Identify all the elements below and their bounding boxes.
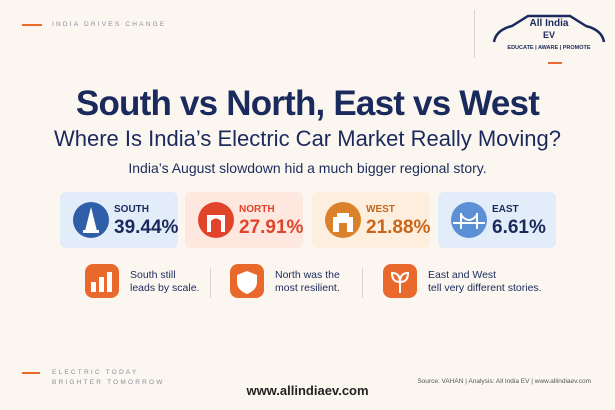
- region-name: WEST: [366, 204, 395, 215]
- region-icon: [451, 202, 487, 238]
- header-tagline: INDIA DRIVES CHANGE: [52, 21, 167, 28]
- logo-badge: EV: [542, 30, 555, 40]
- footer-source: Source: VAHAN | Analysis: All India EV |…: [417, 378, 591, 385]
- insight-text: North was the most resilient.: [275, 269, 340, 295]
- region-name: EAST: [492, 204, 519, 215]
- logo: All India EV EDUCATE | AWARE | PROMOTE: [488, 12, 610, 58]
- accent-line: [22, 24, 42, 26]
- footer-url: www.allindiaev.com: [246, 383, 369, 398]
- title: South vs North, East vs West: [75, 84, 540, 123]
- insight-icon: [85, 264, 119, 298]
- region-share: 39.44%: [114, 217, 179, 238]
- insight-icon: [383, 264, 417, 298]
- footer-tagline: ELECTRIC TODAY: [52, 369, 139, 376]
- insight-line: North was the: [275, 269, 340, 281]
- insight-line: most resilient.: [275, 282, 340, 294]
- region-name: SOUTH: [114, 204, 149, 215]
- insight-line: tell very different stories.: [428, 282, 542, 294]
- region-icon: [198, 202, 234, 238]
- region-share: 27.91%: [239, 217, 304, 238]
- region-card: EAST 6.61%: [438, 192, 556, 248]
- insight-text: South still leads by scale.: [130, 269, 199, 295]
- footer-tagline: BRIGHTER TOMORROW: [52, 379, 165, 386]
- region-name: NORTH: [239, 204, 275, 215]
- intro: India’s August slowdown hid a much bigge…: [128, 160, 487, 176]
- divider: [474, 10, 475, 58]
- region-icon: [73, 202, 109, 238]
- region-share: 21.88%: [366, 217, 431, 238]
- insight-line: South still: [130, 269, 176, 281]
- insight-icon: [230, 264, 264, 298]
- divider: [210, 268, 211, 298]
- accent-line: [22, 372, 40, 374]
- divider: [362, 268, 363, 298]
- region-card: NORTH 27.91%: [185, 192, 303, 248]
- insight-text: East and West tell very different stories…: [428, 269, 542, 295]
- region-card: SOUTH 39.44%: [60, 192, 178, 248]
- region-icon: [325, 202, 361, 238]
- logo-name: All India: [529, 18, 569, 29]
- subtitle: Where Is India’s Electric Car Market Rea…: [54, 126, 561, 151]
- logo-car: [492, 14, 606, 43]
- region-share: 6.61%: [492, 217, 546, 238]
- logo-motto: EDUCATE | AWARE | PROMOTE: [507, 45, 591, 51]
- insight-line: East and West: [428, 269, 497, 281]
- region-card: WEST 21.88%: [312, 192, 430, 248]
- insight-line: leads by scale.: [130, 282, 200, 294]
- accent-line: [548, 62, 562, 64]
